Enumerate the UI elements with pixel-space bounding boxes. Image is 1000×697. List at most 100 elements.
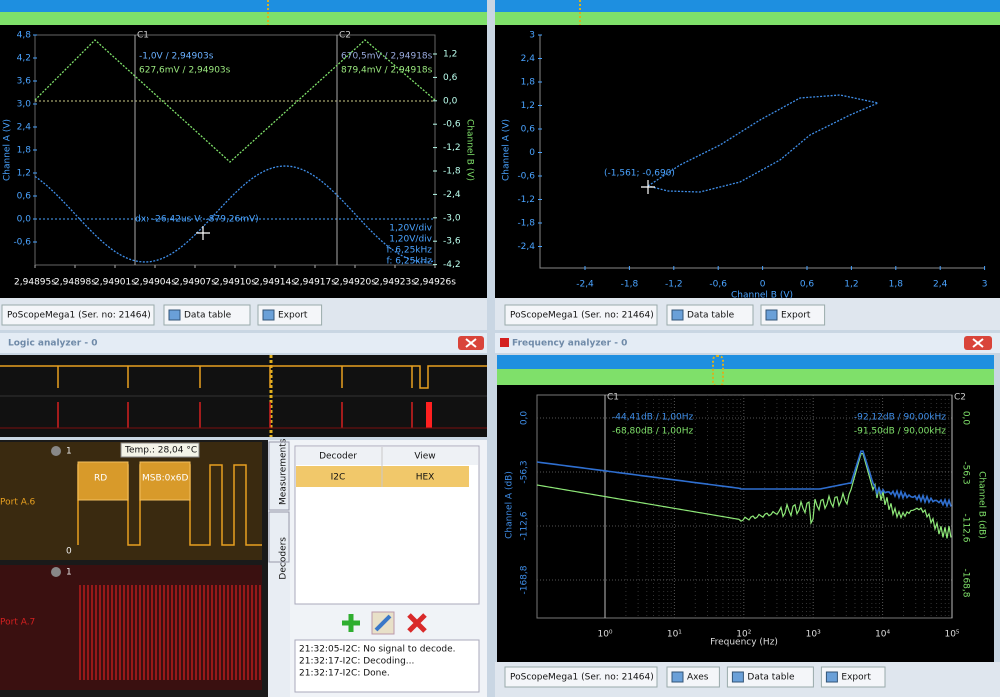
y2-tick-label: -3,0 (443, 213, 461, 223)
device-label: PoScopeMega1 (Ser. no: 21464) (7, 311, 151, 321)
x-tick-label: 2,94895s (14, 278, 56, 288)
x-tick-label: 2,94904s (134, 278, 176, 288)
logic-panel (0, 333, 487, 697)
crosshair (196, 226, 210, 240)
cursor-readout: -1,0V / 2,94903s (139, 52, 214, 62)
x-axis-label: Channel B (V) (731, 291, 793, 301)
signal-bar (497, 369, 994, 385)
y-tick-label: 3 (529, 31, 535, 41)
x-tick-label: 10³ (806, 630, 821, 640)
cursor-readout: -68,80dB / 1,00Hz (612, 427, 693, 437)
tab[interactable] (268, 511, 290, 563)
y2-tick-label: 0,0 (961, 411, 971, 426)
table-cell: I2C (331, 473, 346, 483)
freq-panel (495, 333, 1000, 697)
channel-index: 1 (66, 447, 72, 457)
device-label: PoScopeMega1 (Ser. no: 21464) (510, 673, 654, 683)
x-tick-label: 10² (736, 630, 751, 640)
y2-tick-label: 0,0 (443, 96, 458, 106)
channel-settings[interactable] (51, 446, 61, 456)
y-tick-label: -112,6 (520, 511, 530, 540)
decoded-frame (139, 461, 191, 501)
y2-axis-label: Channel B (V) (465, 119, 475, 181)
y2-tick-label: -4,2 (443, 260, 461, 270)
y-tick-label: 2,4 (521, 54, 536, 64)
title-bar (495, 333, 1000, 353)
edit-icon[interactable] (371, 611, 395, 635)
y-tick-label: -2,4 (517, 242, 535, 252)
y-tick-label: 1,2 (17, 169, 31, 179)
x-tick-label: 2,94923s (374, 278, 416, 288)
x-axis-label: Frequency (Hz) (710, 638, 778, 648)
title-icon (500, 338, 509, 347)
plot-axes (539, 35, 985, 269)
x-tick-label: 1,8 (889, 280, 904, 290)
tab-label: Measurements (279, 438, 289, 505)
x-tick-label: -2,4 (576, 280, 594, 290)
y-axis-label: Channel A (dB) (505, 471, 515, 539)
toolbar-button[interactable] (666, 304, 754, 326)
signal-bar (497, 355, 994, 369)
channel-index: 1 (66, 568, 72, 578)
cursor-label: C2 (339, 31, 351, 41)
plot-background (495, 25, 1000, 298)
x-tick-label: 10¹ (667, 630, 682, 640)
device-button[interactable] (1, 304, 155, 326)
device-label: PoScopeMega1 (Ser. no: 21464) (510, 311, 654, 321)
y2-tick-label: -0,6 (443, 120, 461, 130)
plot-background (0, 25, 487, 298)
y2-tick-label: -3,6 (443, 237, 461, 247)
table-header (296, 447, 478, 465)
button-icon (671, 671, 684, 683)
panel-title: Logic analyzer - 0 (8, 339, 97, 349)
tab[interactable] (268, 441, 290, 511)
button-icon (731, 671, 744, 683)
y-tick-label: 4,2 (17, 54, 31, 64)
scope-panel (0, 0, 487, 330)
y-tick-label: -168,8 (520, 565, 530, 594)
y-tick-label: 0,6 (521, 125, 536, 135)
log-box (294, 639, 480, 693)
x-tick-label: -0,6 (709, 280, 727, 290)
title-bar (0, 333, 487, 353)
device-button[interactable] (504, 304, 658, 326)
button-label: Export (841, 673, 871, 683)
delete-icon[interactable] (407, 613, 427, 633)
log-line: 21:32:05-I2C: No signal to decode. (299, 645, 456, 655)
x-tick-label: -1,2 (665, 280, 683, 290)
toolbar-button[interactable] (726, 666, 814, 688)
xy-panel (495, 0, 1000, 330)
cursor-readout: 670,5mV / 2,94918s (341, 52, 433, 62)
y2-tick-label: 1,2 (443, 50, 457, 60)
log-line: 21:32:17-I2C: Done. (299, 669, 390, 679)
x-tick-label: -1,8 (621, 280, 639, 290)
button-label: Export (278, 311, 308, 321)
x-tick-label: 2,94914s (254, 278, 296, 288)
x-tick-label: 0 (760, 280, 766, 290)
y-tick-label: 2,4 (17, 123, 32, 133)
tooltip-text: Temp.: 28,04 °C (124, 446, 197, 456)
y2-tick-label: -56,3 (961, 461, 971, 484)
plot-background (497, 385, 994, 662)
y2-tick-label: -168,8 (961, 568, 971, 597)
channel-settings[interactable] (51, 567, 61, 577)
channel-name: Port A.7 (0, 618, 35, 628)
tooltip (120, 442, 200, 458)
y-tick-label: -56,3 (520, 460, 530, 483)
button-icon (765, 309, 778, 321)
xy-trace (647, 94, 881, 193)
x-tick-label: 2,94910s (214, 278, 256, 288)
y-tick-label: 0,6 (17, 192, 32, 202)
close-icon (972, 338, 984, 348)
log-line: 21:32:17-I2C: Decoding... (299, 657, 414, 667)
toolbar-button[interactable] (163, 304, 251, 326)
y-axis-label: Channel A (V) (3, 119, 13, 181)
channel-a-spectrum (536, 450, 952, 509)
device-button[interactable] (504, 666, 658, 688)
cursor-readout: -44,41dB / 1,00Hz (612, 413, 693, 423)
signal-bar (495, 12, 1000, 25)
add-icon[interactable] (340, 612, 362, 634)
scale-info: 1,20V/div (389, 224, 432, 234)
channel-b-trace (34, 39, 436, 163)
signal-bar (0, 0, 487, 12)
